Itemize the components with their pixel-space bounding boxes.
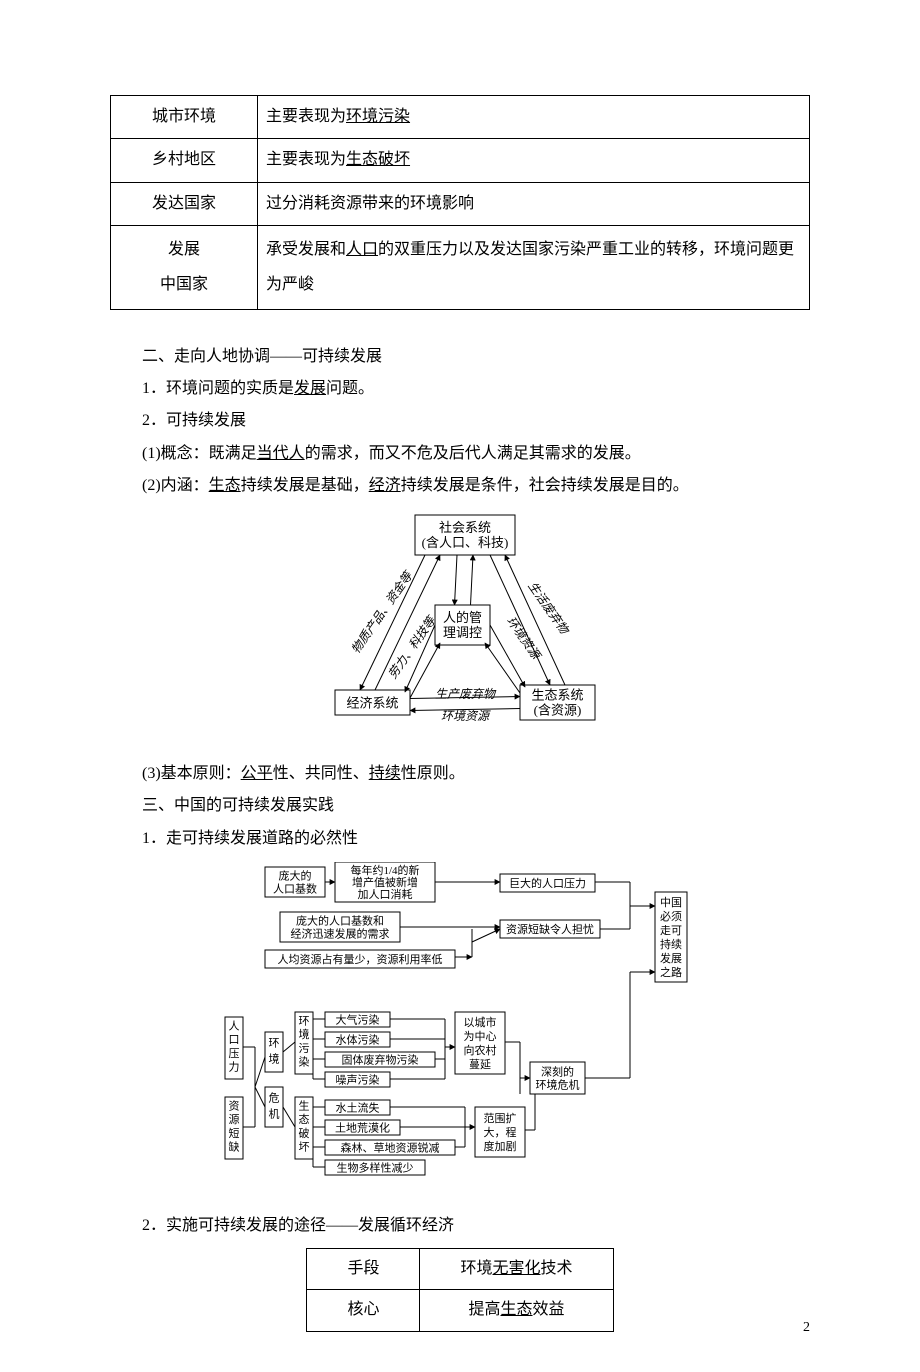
t2-r2-c1: 核心 <box>307 1290 420 1331</box>
svg-text:生物多样性减少: 生物多样性减少 <box>337 1161 414 1175</box>
svg-text:缺: 缺 <box>229 1140 240 1154</box>
svg-text:经济系统: 经济系统 <box>346 695 398 710</box>
heading-3: 三、中国的可持续发展实践 <box>110 791 810 821</box>
t1-r4-c2: 承受发展和人口的双重压力以及发达国家污染严重工业的转移，环境问题更为严峻 <box>258 226 810 309</box>
svg-text:资源短缺令人担忧: 资源短缺令人担忧 <box>506 922 594 936</box>
svg-text:环: 环 <box>299 1015 310 1027</box>
svg-text:压: 压 <box>229 1047 240 1060</box>
svg-text:生产废弃物: 生产废弃物 <box>435 687 497 701</box>
svg-text:蔓延: 蔓延 <box>469 1057 491 1071</box>
svg-text:为中心: 为中心 <box>464 1030 497 1043</box>
para-1: 1．环境问题的实质是发展问题。 <box>110 374 810 404</box>
t2-r1-c2: 环境无害化技术 <box>420 1248 613 1289</box>
heading-2: 二、走向人地协调——可持续发展 <box>110 342 810 372</box>
svg-text:人均资源占有量少，资源利用率低: 人均资源占有量少，资源利用率低 <box>278 952 443 966</box>
para-3: (1)概念：既满足当代人的需求，而又不危及后代人满足其需求的发展。 <box>110 439 810 469</box>
svg-text:增产值被新增: 增产值被新增 <box>352 875 418 889</box>
svg-text:人的管: 人的管 <box>443 610 482 625</box>
svg-text:人口基数: 人口基数 <box>273 883 317 896</box>
svg-text:加人口消耗: 加人口消耗 <box>358 887 413 901</box>
svg-text:力: 力 <box>229 1061 240 1074</box>
t1-r2-c1: 乡村地区 <box>111 139 258 182</box>
t1-r1-c1: 城市环境 <box>111 96 258 139</box>
svg-text:土地荒漠化: 土地荒漠化 <box>335 1121 390 1135</box>
svg-text:人: 人 <box>229 1019 240 1032</box>
svg-text:破: 破 <box>299 1126 310 1140</box>
svg-text:污: 污 <box>299 1042 310 1055</box>
svg-text:巨大的人口压力: 巨大的人口压力 <box>509 876 586 890</box>
svg-text:中国: 中国 <box>660 896 682 909</box>
svg-text:(含资源): (含资源) <box>534 702 582 717</box>
svg-text:短: 短 <box>229 1126 240 1140</box>
circular-economy-table: 手段 环境无害化技术 核心 提高生态效益 <box>306 1248 613 1332</box>
svg-text:口: 口 <box>229 1034 240 1046</box>
t1-r2-c2: 主要表现为生态破坏 <box>258 139 810 182</box>
svg-text:发展: 发展 <box>660 951 682 965</box>
para-7: 2．实施可持续发展的途径——发展循环经济 <box>110 1211 810 1241</box>
svg-text:固体废弃物污染: 固体废弃物污染 <box>342 1053 419 1067</box>
svg-text:环境危机: 环境危机 <box>536 1078 580 1092</box>
para-5: (3)基本原则：公平性、共同性、持续性原则。 <box>110 759 810 789</box>
svg-text:庞大的人口基数和: 庞大的人口基数和 <box>296 914 384 928</box>
svg-text:环: 环 <box>269 1037 280 1049</box>
svg-text:资: 资 <box>229 1099 240 1112</box>
svg-text:大，程: 大，程 <box>484 1125 517 1139</box>
svg-text:(含人口、科技): (含人口、科技) <box>422 535 509 550</box>
t2-r2-c2: 提高生态效益 <box>420 1290 613 1331</box>
svg-text:机: 机 <box>269 1106 280 1120</box>
svg-text:生态系统: 生态系统 <box>531 687 583 702</box>
svg-text:必须: 必须 <box>660 910 682 923</box>
svg-text:坏: 坏 <box>299 1141 310 1154</box>
svg-text:持续: 持续 <box>660 937 682 951</box>
svg-text:度加剧: 度加剧 <box>484 1139 517 1153</box>
svg-text:理调控: 理调控 <box>443 625 482 640</box>
figure-china-necessity: 庞大的人口基数 每年约1/4的新增产值被新增加人口消耗 巨大的人口压力庞大的人口基数… <box>110 862 810 1203</box>
t1-r1-c2: 主要表现为环境污染 <box>258 96 810 139</box>
svg-text:范围扩: 范围扩 <box>484 1111 517 1125</box>
t1-r4-c1: 发展 中国家 <box>111 226 258 309</box>
svg-text:向农村: 向农村 <box>464 1043 497 1057</box>
svg-text:劳力、科技等: 劳力、科技等 <box>385 612 439 681</box>
svg-text:经济迅速发展的需求: 经济迅速发展的需求 <box>291 927 390 941</box>
svg-text:环境资源: 环境资源 <box>504 614 544 663</box>
svg-text:每年约1/4的新: 每年约1/4的新 <box>350 863 419 877</box>
svg-text:噪声污染: 噪声污染 <box>336 1073 380 1087</box>
svg-text:之路: 之路 <box>660 965 682 979</box>
svg-text:境: 境 <box>299 1027 310 1041</box>
svg-text:生活废弃物: 生活废弃物 <box>525 579 572 638</box>
page-number: 2 <box>803 1315 810 1342</box>
t1-r3-c1: 发达国家 <box>111 182 258 225</box>
svg-text:环境资源: 环境资源 <box>441 709 491 723</box>
para-4: (2)内涵：生态持续发展是基础，经济持续发展是条件，社会持续发展是目的。 <box>110 471 810 501</box>
figure-sustainable-systems: 社会系统(含人口、科技)人的管理调控经济系统生态系统(含资源)物质产品、资金等劳… <box>110 510 810 751</box>
svg-text:态: 态 <box>299 1113 310 1126</box>
svg-text:危: 危 <box>269 1091 280 1104</box>
svg-text:源: 源 <box>229 1112 240 1126</box>
svg-text:水土流失: 水土流失 <box>336 1101 380 1115</box>
para-2: 2．可持续发展 <box>110 406 810 436</box>
para-6: 1．走可持续发展道路的必然性 <box>110 824 810 854</box>
t1-r3-c2: 过分消耗资源带来的环境影响 <box>258 182 810 225</box>
svg-text:深刻的: 深刻的 <box>541 1065 574 1079</box>
svg-text:染: 染 <box>299 1055 310 1069</box>
svg-text:森林、草地资源锐减: 森林、草地资源锐减 <box>341 1141 440 1155</box>
svg-text:大气污染: 大气污染 <box>336 1013 380 1027</box>
svg-text:水体污染: 水体污染 <box>336 1033 380 1047</box>
svg-text:社会系统: 社会系统 <box>439 520 491 535</box>
svg-text:走可: 走可 <box>660 924 682 937</box>
t2-r1-c1: 手段 <box>307 1248 420 1289</box>
svg-text:境: 境 <box>269 1051 280 1065</box>
svg-text:庞大的: 庞大的 <box>279 869 312 883</box>
svg-text:生: 生 <box>299 1098 310 1112</box>
svg-text:以城市: 以城市 <box>464 1015 497 1029</box>
region-env-table: 城市环境 主要表现为环境污染 乡村地区 主要表现为生态破坏 发达国家 过分消耗资… <box>110 95 810 310</box>
